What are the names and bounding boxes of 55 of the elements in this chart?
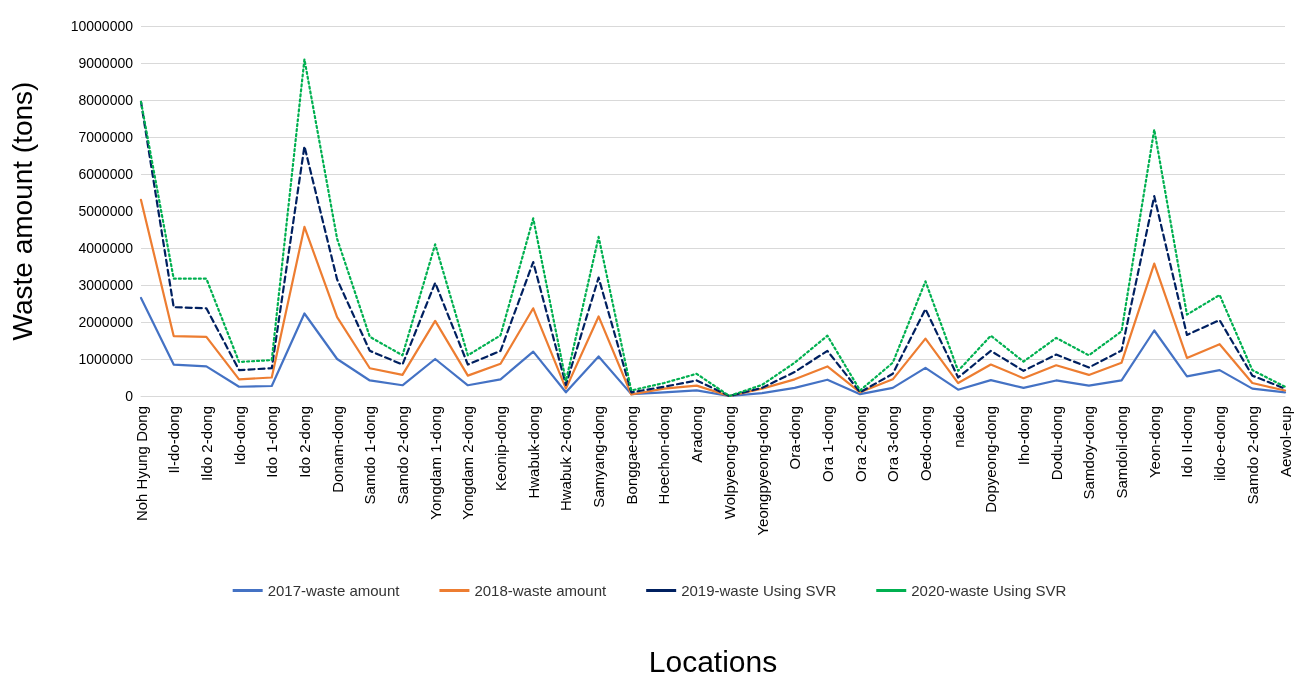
x-tick-label: Ido 2-dong [295,406,313,478]
x-axis-title: Locations [648,644,778,678]
x-tick-label: Ora-dong [786,406,804,470]
legend-label: 2019-waste Using SVR [681,582,837,599]
x-tick-label: Ido II-dong [1178,406,1196,478]
x-tick-label: Iho-dong [1015,406,1033,466]
y-tick-label: 0 [125,388,134,404]
x-tick-label: Samyang-dong [590,406,608,508]
y-tick-label: 3000000 [78,277,134,293]
line-series [139,296,1287,398]
x-tick-label: Aewol-eup [1276,406,1294,477]
x-tick-label: Yongdam 1-dong [426,406,444,520]
x-tick-label: Ido-dong [230,406,248,466]
x-tick-label: Yongdam 2-dong [459,406,477,520]
y-tick-label: 1000000 [78,351,134,367]
x-tick-label: Yeon-dong [1145,406,1163,479]
x-tick-label: Il-do-dong [165,406,183,474]
x-tick-label: ildo-e-dong [1211,406,1229,482]
y-tick-label: 7000000 [78,129,134,145]
x-tick-label: Samdoy-dong [1080,406,1098,500]
x-tick-label: Ido 1-dong [263,406,281,478]
y-axis-title: Waste amount (tons) [6,81,38,341]
y-tick-label: 6000000 [78,166,134,182]
x-tick-label: Ora 3-dong [884,406,902,482]
x-tick-label: Aradong [688,406,706,463]
x-tick-label: Ildo 2-dong [197,406,215,482]
x-tick-label: Hoechon-dong [655,406,673,505]
legend-label: 2017-waste amount [267,582,401,599]
line-series [139,198,1287,398]
x-tick-label: Dodu-dong [1047,406,1065,481]
y-tick-label: 9000000 [78,55,134,71]
x-tick-label: Donam-dong [328,406,346,493]
x-tick-label: Oedo-dong [916,406,934,482]
legend-label: 2020-waste Using SVR [911,582,1067,599]
x-tick-label: Samdo 2-dong [393,406,411,505]
x-tick-label: Yeongpyeong-dong [753,406,771,536]
x-tick-label: Noh Hyung Dong [132,406,150,522]
x-tick-label: Samdoil-dong [1113,406,1131,499]
x-tick-label: Bonggae-dong [622,406,640,505]
y-tick-label: 4000000 [78,240,134,256]
y-tick-label: 10000000 [70,18,134,34]
x-tick-label: Dopyeong-dong [982,406,1000,513]
x-tick-label: Keonip-dong [492,406,510,492]
x-tick-label: Hwabuk-dong [524,406,542,499]
y-tick-label: 2000000 [78,314,134,330]
x-tick-label: Ora 2-dong [851,406,869,482]
x-tick-label: Wolpyeong-dong [720,406,738,520]
y-tick-label: 8000000 [78,92,134,108]
x-tick-label: naedo [949,406,967,448]
y-tick-label: 5000000 [78,203,134,219]
x-tick-label: Hwabuk 2-dong [557,406,575,512]
x-tick-label: Samdo 2-dong [1243,406,1261,505]
x-tick-label: Samdo 1-dong [361,406,379,505]
legend-label: 2018-waste amount [474,582,607,599]
x-tick-label: Ora 1-dong [818,406,836,482]
